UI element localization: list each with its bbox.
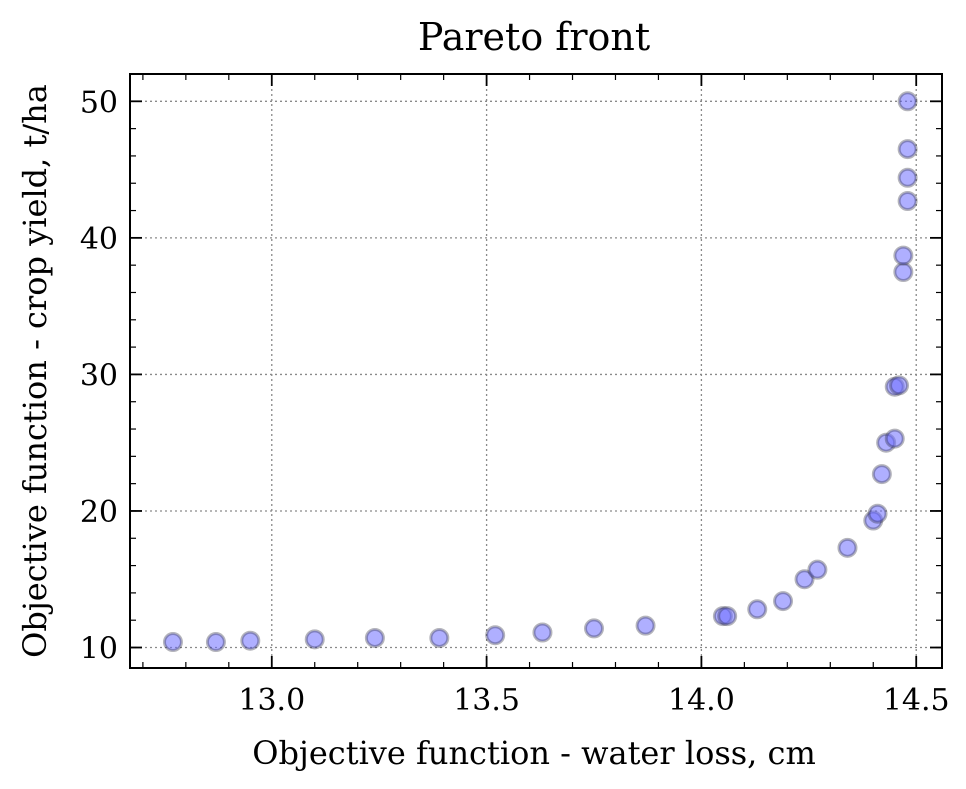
scatter-point [897,139,918,160]
scatter-point [205,632,226,653]
scatter-point [889,375,910,396]
scatter-point [837,537,858,558]
scatter-point [897,91,918,112]
scatter-point [867,503,888,524]
scatter-point [807,559,828,580]
chart-title: Pareto front [418,15,650,59]
y-tick-label: 40 [80,222,118,257]
scatter-point [364,627,385,648]
x-tick-label: 14.5 [883,683,950,718]
scatter-point [429,627,450,648]
scatter-point [304,629,325,650]
x-axis-label: Objective function - water loss, cm [252,734,816,772]
y-tick-label: 50 [80,85,118,120]
scatter-point [485,625,506,646]
scatter-point [162,632,183,653]
scatter-point [773,591,794,612]
scatter-point [897,190,918,211]
scatter-point [794,569,815,590]
scatter-point [884,428,905,449]
y-axis-label: Objective function - crop yield, t/ha [16,84,54,658]
data-points [162,91,918,653]
scatter-point [893,245,914,266]
y-tick-label: 10 [80,632,118,667]
scatter-point [240,630,261,651]
scatter-point [635,615,656,636]
scatter-point [871,464,892,485]
tick-labels: 13.0 13.5 14.0 14.5 10 20 30 40 50 [80,85,950,718]
scatter-point [584,618,604,639]
scatter-point [532,622,553,643]
scatter-point [897,167,918,188]
plot-frame [129,73,943,669]
axis-ticks [130,73,942,668]
x-tick-label: 14.0 [668,683,735,718]
scatter-point [717,606,738,627]
y-tick-label: 20 [80,495,118,530]
grid-lines [130,74,942,668]
x-tick-label: 13.5 [453,683,520,718]
scatter-point [747,599,768,620]
x-tick-label: 13.0 [238,683,305,718]
y-tick-label: 30 [80,358,118,393]
scatter-point [893,262,914,282]
